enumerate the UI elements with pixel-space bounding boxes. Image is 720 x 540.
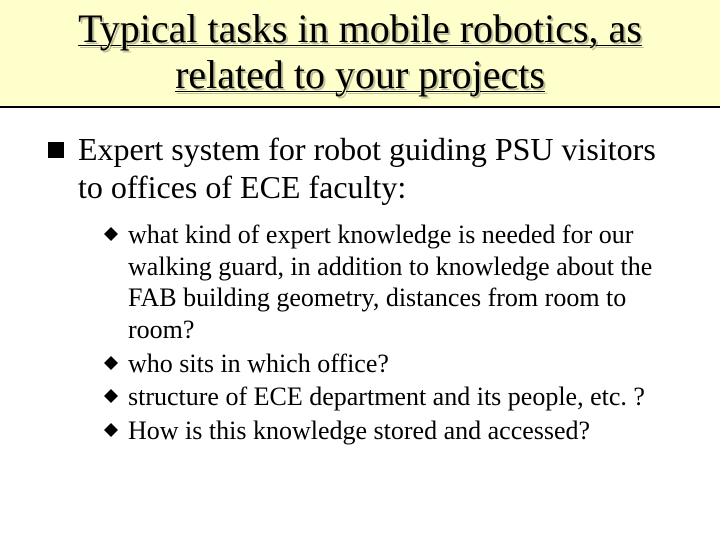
diamond-bullet-icon <box>104 356 118 370</box>
bullet-level2: structure of ECE department and its peop… <box>104 381 680 413</box>
diamond-bullet-icon <box>104 227 118 241</box>
level2-list: what kind of expert knowledge is needed … <box>104 219 680 447</box>
square-bullet-icon <box>48 142 64 158</box>
bullet-level2: what kind of expert knowledge is needed … <box>104 219 680 346</box>
level2-text: what kind of expert knowledge is needed … <box>128 219 680 346</box>
content-area: Expert system for robot guiding PSU visi… <box>0 108 720 447</box>
level1-text: Expert system for robot guiding PSU visi… <box>78 130 680 207</box>
title-band: Typical tasks in mobile robotics, as rel… <box>0 0 720 108</box>
bullet-level2: who sits in which office? <box>104 348 680 380</box>
slide-title: Typical tasks in mobile robotics, as rel… <box>20 6 700 98</box>
bullet-level2: How is this knowledge stored and accesse… <box>104 415 680 447</box>
level2-text: who sits in which office? <box>128 348 389 380</box>
bullet-level1: Expert system for robot guiding PSU visi… <box>48 130 680 207</box>
diamond-bullet-icon <box>104 423 118 437</box>
diamond-bullet-icon <box>104 389 118 403</box>
level2-text: structure of ECE department and its peop… <box>128 381 645 413</box>
level2-text: How is this knowledge stored and accesse… <box>128 415 590 447</box>
